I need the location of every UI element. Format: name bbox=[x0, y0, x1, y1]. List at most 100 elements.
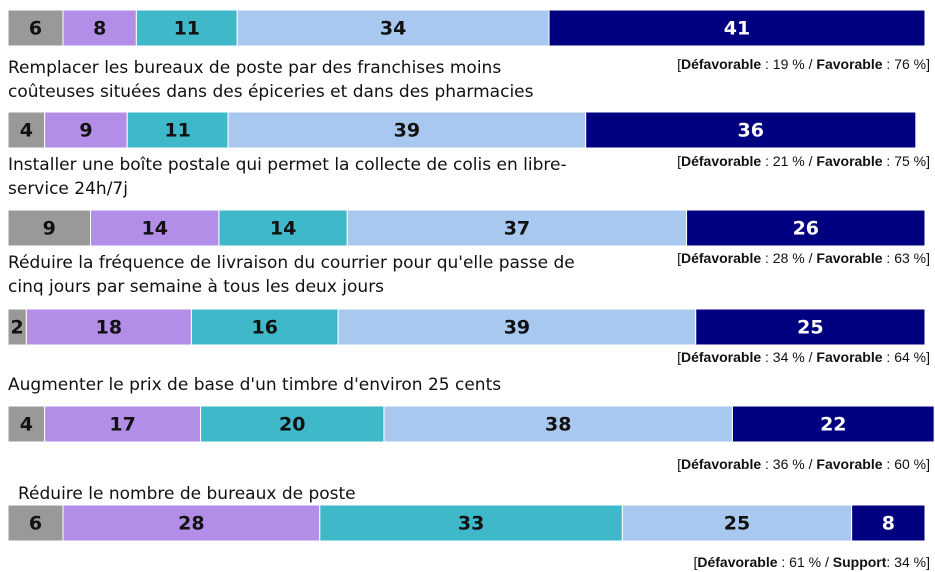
summary-part: Favorable bbox=[816, 250, 882, 266]
summary: [Défavorable : 21 % / Favorable : 75 %] bbox=[677, 153, 930, 169]
summary-part: Défavorable bbox=[681, 349, 761, 365]
bar-segment bbox=[7, 9, 64, 47]
value-label: 37 bbox=[504, 218, 530, 240]
summary-part: [ bbox=[677, 250, 681, 266]
bar-segment bbox=[44, 111, 128, 149]
bar-segment bbox=[695, 308, 926, 346]
question-label: Installer une boîte postale qui permet l… bbox=[8, 155, 567, 199]
question-text: Réduire le nombre de bureaux de poste bbox=[18, 484, 356, 504]
value-label: 41 bbox=[724, 18, 750, 40]
value-label: 9 bbox=[79, 120, 92, 142]
summary-part: : 34 %] bbox=[886, 554, 930, 570]
summary-part: [ bbox=[677, 456, 681, 472]
bar-segment bbox=[731, 405, 935, 443]
summary-part: Support bbox=[833, 554, 887, 570]
value-label: 38 bbox=[545, 414, 571, 436]
value-label: 2 bbox=[11, 317, 24, 339]
summary-part: Favorable bbox=[816, 153, 882, 169]
summary-part: : 19 % / bbox=[761, 56, 816, 72]
summary-part: : 34 % / bbox=[761, 349, 816, 365]
value-label: 14 bbox=[141, 218, 167, 240]
summary-part: [ bbox=[693, 554, 697, 570]
summary-part: Défavorable bbox=[681, 56, 761, 72]
bar-segment bbox=[621, 504, 853, 542]
bar-segment bbox=[686, 209, 926, 247]
bar-segment bbox=[227, 111, 587, 149]
summary-part: : 75 %] bbox=[883, 153, 930, 169]
summary-part: Favorable bbox=[816, 456, 882, 472]
value-label: 16 bbox=[252, 317, 278, 339]
summary-part: Défavorable bbox=[697, 554, 777, 570]
question-label: Réduire la fréquence de livraison du cou… bbox=[8, 253, 575, 297]
value-label: 26 bbox=[793, 218, 819, 240]
summary-part: : 76 %] bbox=[883, 56, 930, 72]
summary-part: : 28 % / bbox=[761, 250, 816, 266]
question-label: Réduire le nombre de bureaux de poste bbox=[18, 484, 356, 504]
summary-part: Défavorable bbox=[681, 153, 761, 169]
value-label: 25 bbox=[724, 513, 750, 535]
bar-segment bbox=[135, 9, 238, 47]
value-label: 39 bbox=[504, 317, 530, 339]
value-label: 39 bbox=[394, 120, 420, 142]
summary: [Défavorable : 61 % / Support: 34 %] bbox=[693, 554, 930, 570]
value-label: 17 bbox=[109, 414, 135, 436]
summary-part: [ bbox=[677, 349, 681, 365]
summary-part: Défavorable bbox=[681, 456, 761, 472]
value-label: 36 bbox=[738, 120, 764, 142]
summary-part: : 63 %] bbox=[883, 250, 930, 266]
summary: [Défavorable : 19 % / Favorable : 76 %] bbox=[677, 56, 930, 72]
summary: [Défavorable : 28 % / Favorable : 63 %] bbox=[677, 250, 930, 266]
value-label: 34 bbox=[380, 18, 406, 40]
question-label: Remplacer les bureaux de poste par des f… bbox=[8, 58, 534, 102]
value-label: 9 bbox=[43, 218, 56, 240]
value-label: 11 bbox=[174, 18, 200, 40]
value-label: 4 bbox=[20, 414, 33, 436]
value-label: 28 bbox=[178, 513, 204, 535]
value-label: 22 bbox=[820, 414, 846, 436]
value-label: 6 bbox=[29, 513, 42, 535]
value-label: 8 bbox=[882, 513, 895, 535]
summary-part: Favorable bbox=[816, 56, 882, 72]
summary: [Défavorable : 34 % / Favorable : 64 %] bbox=[677, 349, 930, 365]
bar-segment bbox=[346, 209, 688, 247]
bar-segment bbox=[548, 9, 926, 47]
bar-segment bbox=[126, 111, 229, 149]
question-text: Réduire la fréquence de livraison du cou… bbox=[8, 253, 575, 297]
bar-segment bbox=[90, 209, 220, 247]
bar-segment bbox=[44, 405, 202, 443]
bar-segment bbox=[337, 308, 697, 346]
summary-part: [ bbox=[677, 56, 681, 72]
bar-segment bbox=[851, 504, 926, 542]
summary: [Défavorable : 36 % / Favorable : 60 %] bbox=[677, 456, 930, 472]
summary-part: Défavorable bbox=[681, 250, 761, 266]
value-label: 11 bbox=[164, 120, 190, 142]
bar-segment bbox=[7, 111, 46, 149]
summary-part: Favorable bbox=[816, 349, 882, 365]
summary-part: : 21 % / bbox=[761, 153, 816, 169]
bar-segment bbox=[383, 405, 733, 443]
bar-segment bbox=[319, 504, 623, 542]
bar-segment bbox=[62, 9, 137, 47]
bar-segment bbox=[62, 504, 321, 542]
value-label: 33 bbox=[458, 513, 484, 535]
summary-part: [ bbox=[677, 153, 681, 169]
bar-segment bbox=[236, 9, 550, 47]
question-text: Remplacer les bureaux de poste par des f… bbox=[8, 58, 534, 102]
value-label: 20 bbox=[279, 414, 305, 436]
bar-segment bbox=[7, 504, 64, 542]
summary-part: : 60 %] bbox=[883, 456, 930, 472]
question-text: Installer une boîte postale qui permet l… bbox=[8, 155, 567, 199]
value-label: 6 bbox=[29, 18, 42, 40]
question-label: Augmenter le prix de base d'un timbre d'… bbox=[8, 375, 502, 395]
value-label: 14 bbox=[270, 218, 296, 240]
value-label: 25 bbox=[797, 317, 823, 339]
value-label: 4 bbox=[20, 120, 33, 142]
question-text: Augmenter le prix de base d'un timbre d'… bbox=[8, 375, 502, 395]
summary-part: : 64 %] bbox=[883, 349, 930, 365]
summary-part: : 36 % / bbox=[761, 456, 816, 472]
value-label: 18 bbox=[96, 317, 122, 339]
bar-segment bbox=[585, 111, 917, 149]
summary-part: : 61 % / bbox=[778, 554, 833, 570]
value-label: 8 bbox=[93, 18, 106, 40]
